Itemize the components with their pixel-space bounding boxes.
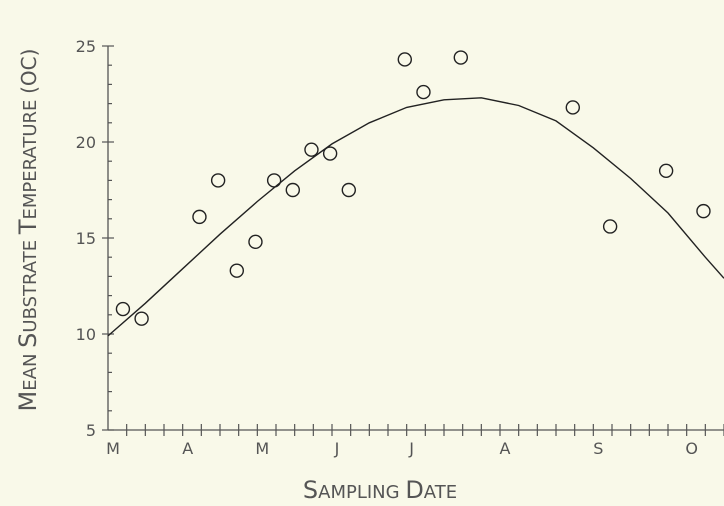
- x-tick-label: A: [182, 439, 193, 458]
- x-title-initial-sampling: S: [303, 476, 318, 504]
- data-point: [229, 263, 245, 278]
- x-tick-label: J: [334, 439, 340, 458]
- data-point: [341, 182, 356, 198]
- data-point: [696, 203, 711, 219]
- y-title-rest: UBSTRATE: [20, 240, 41, 333]
- x-tick-label: S: [593, 439, 603, 458]
- y-title-rest: EAN: [20, 354, 41, 391]
- data-point: [210, 173, 226, 188]
- x-tick-label: A: [500, 439, 511, 458]
- y-title-unit: (OC): [17, 49, 41, 94]
- data-point: [192, 209, 207, 225]
- y-title-initial: M: [14, 391, 42, 412]
- y-tick-label: 20: [76, 133, 96, 152]
- y-tick-label: 10: [76, 325, 96, 344]
- data-point: [248, 234, 263, 250]
- x-title-initial-date: D: [405, 476, 423, 504]
- data-points-layer: [115, 50, 711, 326]
- x-title-rest-date: ATE: [424, 482, 457, 503]
- data-point: [453, 50, 468, 65]
- x-title-rest-sampling: AMPLING: [318, 482, 399, 503]
- data-point: [304, 142, 319, 157]
- axis-titles: SAMPLING DATE MEAN SUBSTRATE TEMPERATURE…: [14, 49, 457, 504]
- y-title-initial: S: [14, 333, 42, 348]
- x-tick-label: M: [106, 439, 120, 458]
- y-tick-label: 25: [76, 37, 96, 56]
- x-tick-label: O: [685, 439, 698, 458]
- data-point: [285, 182, 300, 198]
- data-point: [115, 301, 131, 317]
- regression-curve: [107, 97, 724, 337]
- data-point: [134, 311, 149, 326]
- data-point: [658, 163, 674, 179]
- y-title-rest: EMPERATURE: [20, 100, 41, 220]
- y-tick-label: 15: [76, 229, 96, 248]
- y-title-initial: T: [14, 219, 42, 235]
- axes-layer: 5 10 15 20 25 M A M J J A S O: [76, 37, 724, 458]
- y-tick-label: 5: [86, 421, 96, 440]
- data-point: [322, 146, 338, 161]
- x-tick-label: J: [408, 439, 414, 458]
- data-point: [416, 84, 431, 100]
- x-axis-title: SAMPLING DATE: [303, 476, 457, 504]
- y-axis-title: MEAN SUBSTRATE TEMPERATURE (OC): [14, 49, 42, 412]
- x-tick-label: M: [255, 439, 269, 458]
- fit-curve-layer: [107, 97, 724, 337]
- data-point: [266, 173, 282, 188]
- data-point: [602, 219, 618, 234]
- data-point: [565, 100, 580, 115]
- data-point: [397, 52, 412, 67]
